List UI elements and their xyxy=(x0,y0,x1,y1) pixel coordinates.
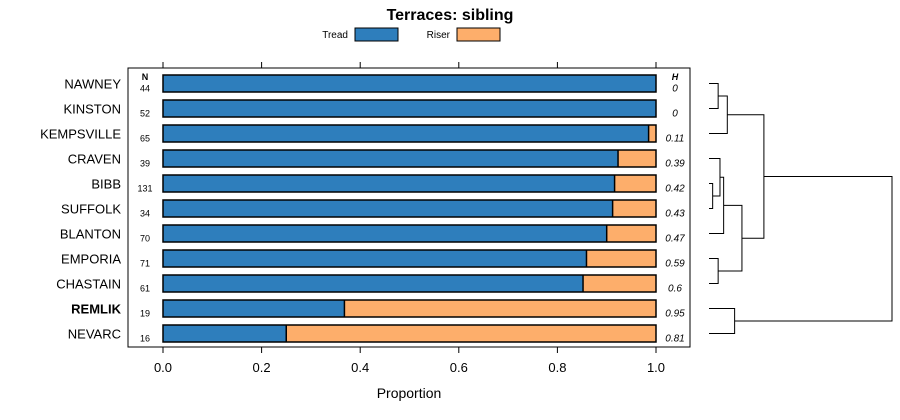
legend-swatch-tread xyxy=(354,27,399,42)
row-n-blanton: 70 xyxy=(140,234,150,244)
x-tick-label: 0.8 xyxy=(548,360,566,375)
row-h-nawney: 0 xyxy=(672,84,678,95)
bar-riser-remlik xyxy=(344,300,656,317)
row-h-craven: 0.39 xyxy=(665,159,685,170)
bar-outline-chastain xyxy=(162,274,657,293)
x-tick-label: 0.4 xyxy=(351,360,369,375)
legend: Tread Riser xyxy=(322,27,501,42)
row-h-blanton: 0.47 xyxy=(665,234,685,245)
bar-riser-emporia xyxy=(586,250,656,267)
x-axis: 0.0 0.2 0.4 0.6 0.8 1.0 xyxy=(154,62,665,375)
bar-riser-suffolk xyxy=(612,200,656,217)
row-label-nawney: NAWNEY xyxy=(64,77,121,92)
row-h-remlik: 0.95 xyxy=(665,309,685,320)
bar-tread-remlik xyxy=(163,300,345,317)
bar-tread-blanton xyxy=(163,225,607,242)
row-label-blanton: BLANTON xyxy=(60,227,121,242)
row-h-bibb: 0.42 xyxy=(665,184,685,195)
bar-outline-nevarc xyxy=(162,324,657,343)
bar-riser-chastain xyxy=(583,275,656,292)
row-h-emporia: 0.59 xyxy=(665,259,685,270)
row-label-suffolk: SUFFOLK xyxy=(61,202,121,217)
row-n-kempsville: 65 xyxy=(140,134,150,144)
row-h-chastain: 0.6 xyxy=(668,284,682,295)
bar-outline-kempsville xyxy=(162,124,657,143)
bar-riser-bibb xyxy=(614,175,656,192)
bar-tread-chastain xyxy=(163,275,584,292)
dendrogram xyxy=(709,83,893,334)
bar-tread-craven xyxy=(163,150,619,167)
bar-tread-nawney xyxy=(163,75,656,92)
bar-outline-blanton xyxy=(162,224,657,243)
bar-riser-blanton xyxy=(606,225,656,242)
row-label-remlik: REMLIK xyxy=(71,302,121,317)
row-n-bibb: 131 xyxy=(137,184,152,194)
dendrogram-branch xyxy=(709,183,714,209)
x-axis-label: Proportion xyxy=(377,385,442,401)
h-column-header: H xyxy=(672,72,679,82)
bar-outline-bibb xyxy=(162,174,657,193)
bar-riser-craven xyxy=(618,150,656,167)
legend-label-riser: Riser xyxy=(427,30,451,41)
bar-outline-nawney xyxy=(162,74,657,93)
bar-riser-nevarc xyxy=(286,325,656,342)
row-label-kinston: KINSTON xyxy=(63,102,121,117)
row-n-remlik: 19 xyxy=(140,309,150,319)
x-tick-label: 0.6 xyxy=(450,360,468,375)
bar-tread-kempsville xyxy=(163,125,649,142)
legend-label-tread: Tread xyxy=(322,30,348,41)
row-n-nevarc: 16 xyxy=(140,334,150,344)
bar-tread-suffolk xyxy=(163,200,613,217)
dendrogram-branch xyxy=(709,83,719,109)
row-n-suffolk: 34 xyxy=(140,209,150,219)
row-n-kinston: 52 xyxy=(140,109,150,119)
row-n-nawney: 44 xyxy=(140,84,150,94)
row-h-nevarc: 0.81 xyxy=(665,334,684,345)
row-h-kempsville: 0.11 xyxy=(666,134,685,145)
bar-riser-kempsville xyxy=(648,125,656,142)
row-label-emporia: EMPORIA xyxy=(61,252,121,267)
row-n-craven: 39 xyxy=(140,159,150,169)
rows-layer: NAWNEY 44 0 KINSTON 52 0 KEMPSVILLE 65 0.11 CRAVE… xyxy=(40,74,685,345)
row-label-nevarc: NEVARC xyxy=(68,327,121,342)
bar-tread-nevarc xyxy=(163,325,287,342)
dendrogram-branch xyxy=(709,308,736,334)
row-h-kinston: 0 xyxy=(672,109,678,120)
row-n-emporia: 71 xyxy=(140,259,150,269)
n-column-header: N xyxy=(142,72,149,82)
bar-outline-emporia xyxy=(162,249,657,268)
bar-tread-emporia xyxy=(163,250,587,267)
dendrogram-branch xyxy=(718,204,743,272)
x-tick-label: 0.2 xyxy=(253,360,271,375)
bar-outline-craven xyxy=(162,149,657,168)
bar-outline-kinston xyxy=(162,99,657,118)
row-h-suffolk: 0.43 xyxy=(665,209,685,220)
bar-outline-suffolk xyxy=(162,199,657,218)
row-label-craven: CRAVEN xyxy=(68,152,121,167)
row-label-kempsville: KEMPSVILLE xyxy=(40,127,121,142)
x-tick-label: 1.0 xyxy=(647,360,665,375)
row-n-chastain: 61 xyxy=(140,284,150,294)
x-tick-label: 0.0 xyxy=(154,360,172,375)
plot-panel xyxy=(127,67,691,348)
row-label-chastain: CHASTAIN xyxy=(56,277,121,292)
bar-tread-bibb xyxy=(163,175,615,192)
bar-outline-remlik xyxy=(162,299,657,318)
dendrogram-branch xyxy=(709,158,721,197)
bar-tread-kinston xyxy=(163,100,656,117)
legend-swatch-riser xyxy=(456,27,501,42)
dendrogram-branch xyxy=(734,175,893,322)
dendrogram-branch xyxy=(727,114,765,239)
dendrogram-branch xyxy=(709,176,725,234)
chart-title: Terraces: sibling xyxy=(387,7,514,24)
dendrogram-branch xyxy=(709,258,719,284)
row-label-bibb: BIBB xyxy=(91,177,121,192)
